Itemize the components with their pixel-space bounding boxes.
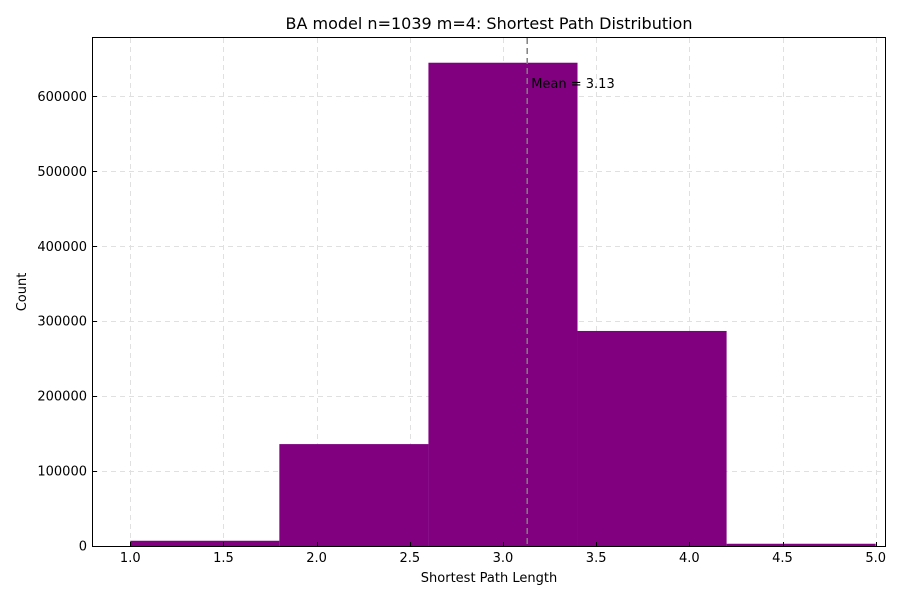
histogram-bar xyxy=(279,444,429,546)
y-tick-label: 0 xyxy=(79,540,87,555)
histogram-bar xyxy=(428,62,578,547)
y-tick-label: 600000 xyxy=(37,90,87,105)
x-tick-label: 5.0 xyxy=(865,551,886,566)
mean-label: Mean = 3.13 xyxy=(531,77,615,92)
histogram-bar xyxy=(726,543,876,546)
y-tick-label: 300000 xyxy=(37,315,87,330)
x-tick-label: 4.0 xyxy=(679,551,700,566)
y-axis-title: Count xyxy=(15,273,30,312)
x-axis-title: Shortest Path Length xyxy=(421,571,557,586)
x-tick-label: 2.5 xyxy=(399,551,420,566)
y-tick-label: 400000 xyxy=(37,240,87,255)
histogram-bar xyxy=(130,540,280,546)
x-tick-label: 3.0 xyxy=(493,551,514,566)
x-tick-label: 4.5 xyxy=(772,551,793,566)
ticks-layer: 1.0 1.5 2.0 2.5 3.0 3.5 4.0 4.5 5.0 0 100000 200000… xyxy=(37,90,886,566)
plot-area-frame xyxy=(92,37,886,547)
chart-title: BA model n=1039 m=4: Shortest Path Distr… xyxy=(286,14,693,33)
y-tick-label: 100000 xyxy=(37,465,87,480)
x-tick-label: 3.5 xyxy=(586,551,607,566)
mean-layer: Mean = 3.13 xyxy=(526,38,615,546)
bars-layer xyxy=(130,62,876,547)
x-tick-label: 1.5 xyxy=(213,551,234,566)
y-tick-label: 500000 xyxy=(37,165,87,180)
x-tick-label: 2.0 xyxy=(306,551,327,566)
x-tick-label: 1.0 xyxy=(120,551,141,566)
histogram-bar xyxy=(577,330,727,546)
y-tick-label: 200000 xyxy=(37,390,87,405)
